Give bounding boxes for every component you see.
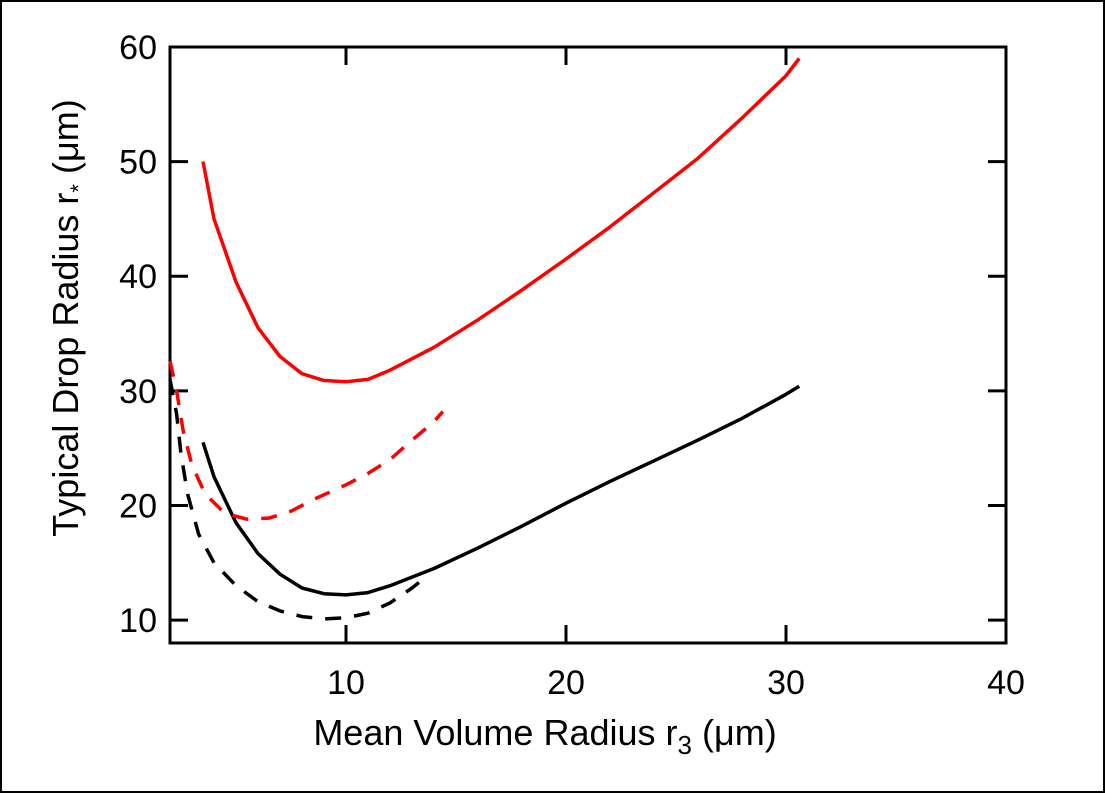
y-axis-label-main: Typical Drop Radius r [45,193,86,537]
x-tick-label: 40 [987,664,1025,702]
x-axis-label: Mean Volume Radius r3 (μm) [313,712,776,760]
x-tick-label: 30 [767,664,805,702]
x-tick-label: 10 [327,664,365,702]
x-axis-label-unit: (μm) [702,712,777,753]
x-tick-label: 20 [547,664,585,702]
x-ticks: 10 20 30 40 [327,47,1025,702]
plot-area [168,45,1008,645]
y-axis-label: Typical Drop Radius r* (μm) [45,99,91,536]
y-tick-label: 20 [119,487,157,525]
y-tick-label: 10 [119,602,157,640]
x-axis-label-sub: 3 [678,730,692,760]
y-axis-label-unit: (μm) [45,99,86,174]
y-ticks: 10 20 30 40 50 60 [119,29,1006,640]
y-tick-label: 40 [119,258,157,296]
series-line-4 [168,379,422,621]
series-line-1 [201,57,801,384]
y-tick-label: 50 [119,144,157,182]
x-axis-label-main: Mean Volume Radius r [313,712,677,753]
y-axis-label-sub: * [66,184,91,193]
y-tick-label: 30 [119,373,157,411]
series-lines [168,57,801,621]
series-line-3 [168,360,445,521]
y-tick-label: 60 [119,29,157,67]
series-line-2 [201,384,801,597]
